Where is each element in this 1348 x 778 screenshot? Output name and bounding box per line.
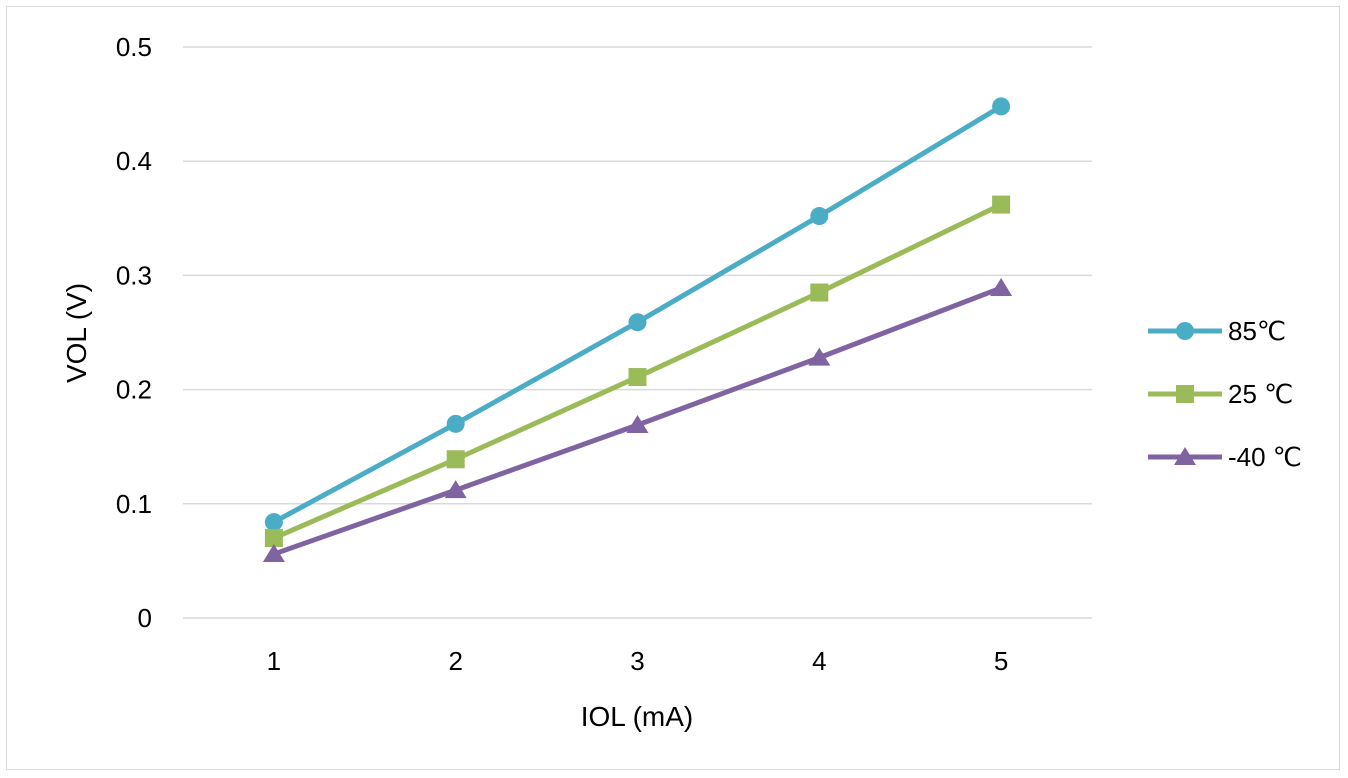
data-point — [810, 283, 829, 302]
series-2 — [262, 277, 1013, 563]
x-tick-labels: 1 2 3 4 5 — [267, 646, 1009, 676]
legend-label: 85℃ — [1228, 316, 1286, 346]
y-tick-label: 0.2 — [116, 375, 152, 405]
data-point — [444, 480, 467, 499]
legend-label: -40 ℃ — [1228, 442, 1302, 472]
series-1 — [264, 195, 1011, 548]
x-axis-title: IOL (mA) — [581, 701, 694, 732]
data-point — [264, 529, 283, 548]
y-tick-label: 0.5 — [116, 32, 152, 62]
legend-item: 85℃ — [1148, 316, 1286, 346]
y-tick-labels: 0 0.1 0.2 0.3 0.4 0.5 — [116, 32, 152, 633]
data-point — [992, 97, 1011, 116]
legend-marker — [1176, 385, 1194, 403]
data-point — [628, 368, 647, 387]
data-point — [446, 450, 465, 469]
legend-item: 25 ℃ — [1148, 379, 1293, 409]
x-tick-label: 3 — [630, 646, 644, 676]
y-tick-label: 0.4 — [116, 146, 152, 176]
legend-item: -40 ℃ — [1148, 442, 1302, 472]
legend: 85℃ 25 ℃ -40 ℃ — [1148, 316, 1302, 472]
legend-label: 25 ℃ — [1228, 379, 1293, 409]
data-point — [990, 277, 1013, 296]
data-point — [628, 313, 647, 332]
y-tick-label: 0 — [138, 603, 152, 633]
y-tick-label: 0.1 — [116, 489, 152, 519]
data-point — [992, 195, 1011, 214]
data-point — [264, 513, 283, 532]
legend-marker — [1176, 322, 1194, 340]
data-point — [262, 544, 285, 563]
x-tick-label: 4 — [812, 646, 826, 676]
data-point — [626, 415, 649, 434]
data-point — [446, 414, 465, 433]
y-axis-title: VOL (V) — [61, 283, 92, 383]
data-point — [810, 207, 829, 226]
y-tick-label: 0.3 — [116, 260, 152, 290]
gridlines — [183, 46, 1092, 619]
series-0 — [264, 97, 1011, 532]
legend-marker — [1174, 447, 1196, 465]
series-group — [262, 97, 1013, 563]
x-tick-label: 5 — [994, 646, 1008, 676]
data-point — [808, 347, 831, 366]
x-tick-label: 1 — [267, 646, 281, 676]
x-tick-label: 2 — [448, 646, 462, 676]
chart-frame — [6, 6, 1340, 770]
